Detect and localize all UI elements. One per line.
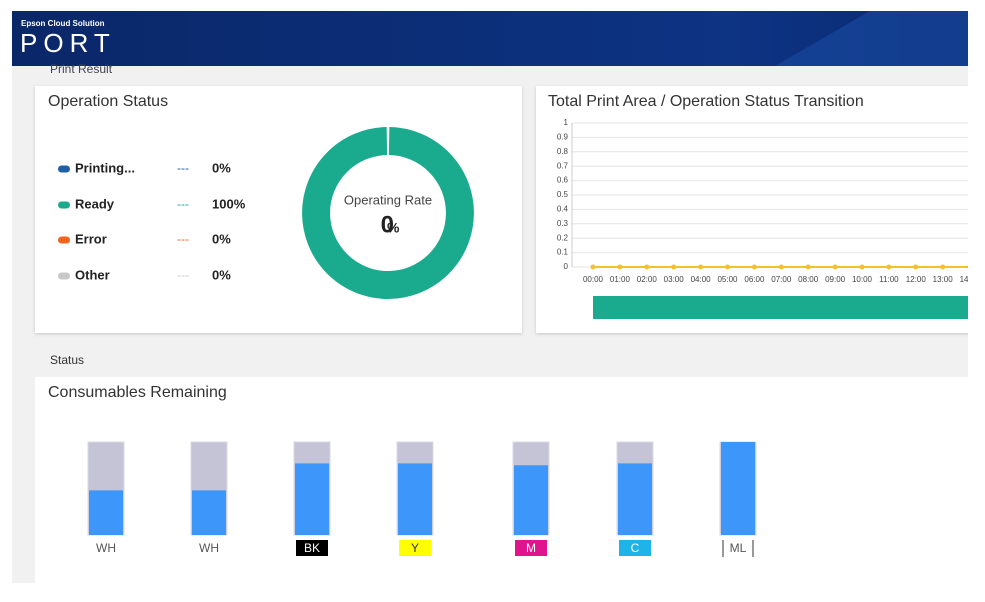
app-title: PORT [20, 28, 116, 58]
point [913, 264, 919, 270]
point [590, 264, 596, 270]
legend-name: Other [75, 267, 110, 282]
y-tick-label: 0.2 [557, 233, 569, 242]
tank-label: Y [411, 541, 419, 555]
card-title: Consumables Remaining [48, 384, 227, 401]
y-tick-label: 0 [564, 262, 569, 271]
level-bar [89, 490, 123, 535]
legend-name: Error [75, 231, 107, 246]
legend-swatch [58, 165, 70, 173]
legend-name: Printing... [75, 160, 135, 175]
badge [296, 540, 328, 556]
x-tick-label: 00:00 [583, 275, 604, 284]
badge [399, 540, 431, 556]
y-tick-label: 1 [564, 118, 569, 127]
legend-name: Ready [75, 196, 115, 211]
point [805, 264, 811, 270]
x-tick-label: 14:00 [960, 275, 981, 284]
card [35, 86, 522, 333]
tank-label: BK [304, 541, 320, 555]
point [671, 264, 677, 270]
section-label: Status [50, 353, 84, 367]
y-tick-label: 0.1 [557, 248, 569, 257]
y-tick-label: 0.9 [557, 133, 569, 142]
point [940, 264, 946, 270]
donut-segment [302, 127, 474, 300]
level-bar [721, 442, 755, 535]
x-tick-label: 04:00 [691, 275, 712, 284]
level-bar [295, 463, 329, 535]
y-tick-label: 0.4 [557, 205, 569, 214]
legend-swatch [58, 236, 70, 244]
right-margin [968, 0, 985, 602]
point [778, 264, 784, 270]
y-tick-label: 0.6 [557, 176, 569, 185]
x-tick-label: 03:00 [664, 275, 685, 284]
y-tick-label: 0.5 [557, 190, 569, 199]
y-tick-label: 0.8 [557, 147, 569, 156]
x-tick-label: 05:00 [717, 275, 738, 284]
x-tick-label: 07:00 [771, 275, 792, 284]
legend-value: 0% [212, 160, 231, 175]
point [617, 264, 623, 270]
status-timeline [593, 296, 968, 319]
point [751, 264, 757, 270]
x-tick-label: 13:00 [933, 275, 954, 284]
center-label: Operating Rate [344, 192, 432, 207]
legend-dashes: --- [177, 197, 189, 211]
y-tick-label: 0.3 [557, 219, 569, 228]
legend-dashes: --- [177, 161, 189, 175]
center-unit: % [387, 220, 400, 236]
x-tick-label: 06:00 [744, 275, 765, 284]
point [967, 265, 968, 269]
x-tick-label: 10:00 [852, 275, 873, 284]
header-stripe [775, 11, 968, 66]
point [644, 264, 650, 270]
legend-value: 0% [212, 267, 231, 282]
point [698, 264, 704, 270]
legend-dashes: --- [177, 268, 189, 282]
y-tick-label: 0.7 [557, 161, 569, 170]
legend-dashes: --- [177, 232, 189, 246]
point [859, 264, 865, 270]
legend-swatch [58, 272, 70, 280]
level-bar [514, 465, 548, 535]
badge [515, 540, 547, 556]
point [886, 264, 892, 270]
brand: Epson Cloud Solution [21, 19, 105, 28]
x-tick-label: 09:00 [825, 275, 846, 284]
tank-label: M [526, 541, 536, 555]
card [35, 377, 968, 583]
card-title: Operation Status [48, 93, 168, 110]
legend-value: 100% [212, 196, 246, 211]
section-label: Print Result [50, 62, 113, 76]
tank-label: WH [199, 541, 219, 555]
badge [619, 540, 651, 556]
tank-label: WH [96, 541, 116, 555]
legend-swatch [58, 201, 70, 209]
level-bar [618, 463, 652, 535]
tank-label: ML [730, 541, 747, 555]
card-title: Total Print Area / Operation Status Tran… [548, 93, 864, 110]
legend-value: 0% [212, 231, 231, 246]
point [832, 264, 838, 270]
level-bar [192, 490, 226, 535]
level-bar [398, 463, 432, 535]
x-tick-label: 01:00 [610, 275, 631, 284]
tank-label: C [631, 541, 640, 555]
x-tick-label: 12:00 [906, 275, 927, 284]
point [725, 264, 730, 270]
x-tick-label: 11:00 [879, 275, 899, 284]
center-value: 0 [381, 211, 394, 238]
x-tick-label: 02:00 [637, 275, 658, 284]
x-tick-label: 08:00 [798, 275, 819, 284]
